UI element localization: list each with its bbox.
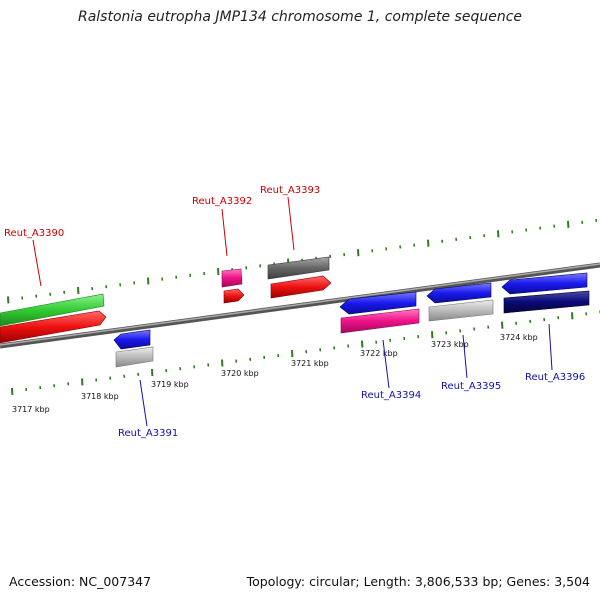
- gene-reut-a3393[interactable]: Reut_A3393: [260, 185, 332, 299]
- genome-summary-text: Topology: circular; Length: 3,806,533 bp…: [246, 574, 590, 589]
- cds-arrow-blue[interactable]: [113, 329, 151, 350]
- label-leader-line: [221, 208, 228, 257]
- tick-row-lower: [11, 310, 600, 395]
- gene-label-reut-a3396[interactable]: Reut_A3396: [525, 372, 585, 383]
- gene-reut-a3391[interactable]: Reut_A3391: [113, 329, 178, 439]
- gene-label-reut-a3393[interactable]: Reut_A3393: [260, 185, 320, 196]
- cds-arrow-blue[interactable]: [426, 282, 492, 304]
- gene-label-reut-a3390[interactable]: Reut_A3390: [4, 228, 64, 239]
- cds-arrow-blue[interactable]: [339, 291, 417, 315]
- gene-reut-a3390[interactable]: Reut_A3390: [0, 228, 107, 344]
- label-leader-line: [287, 196, 295, 251]
- tick-label-3718: 3718 kbp: [81, 392, 119, 401]
- label-leader-line: [382, 339, 390, 389]
- cds-arrow-red[interactable]: [270, 275, 332, 299]
- gene-reut-a3396[interactable]: Reut_A3396: [501, 272, 590, 383]
- cds-arrow-red[interactable]: [223, 288, 245, 304]
- tick-label-3720: 3720 kbp: [221, 369, 259, 378]
- gene-reut-a3395[interactable]: Reut_A3395: [426, 282, 501, 392]
- gene-bar-navy[interactable]: [503, 290, 590, 314]
- tick-label-3717: 3717 kbp: [12, 405, 50, 414]
- gene-bar-gray[interactable]: [267, 256, 330, 280]
- gene-bar-pink[interactable]: [221, 268, 243, 288]
- accession-text: Accession: NC_007347: [9, 574, 152, 589]
- label-leader-line: [32, 239, 42, 287]
- gene-bar-pink[interactable]: [340, 308, 420, 334]
- tick-label-3722: 3722 kbp: [360, 349, 398, 358]
- gene-reut-a3394[interactable]: Reut_A3394: [339, 291, 421, 401]
- gene-reut-a3392[interactable]: Reut_A3392: [192, 196, 252, 304]
- chromosome-backbone: [0, 262, 600, 349]
- tick-label-3721: 3721 kbp: [291, 359, 329, 368]
- gene-bar-lightgray[interactable]: [115, 346, 154, 368]
- label-leader-line: [462, 334, 468, 379]
- tick-label-3723: 3723 kbp: [431, 340, 469, 349]
- gene-bar-lightgray[interactable]: [428, 299, 494, 322]
- cds-arrow-red[interactable]: [0, 310, 107, 344]
- gene-label-reut-a3391[interactable]: Reut_A3391: [118, 428, 178, 439]
- tick-label-3719: 3719 kbp: [151, 380, 189, 389]
- gene-bar-green[interactable]: [0, 293, 105, 327]
- gene-label-reut-a3395[interactable]: Reut_A3395: [441, 381, 501, 392]
- gene-label-reut-a3394[interactable]: Reut_A3394: [361, 390, 421, 401]
- map-title: Ralstonia eutropha JMP134 chromosome 1, …: [77, 9, 522, 25]
- gene-label-reut-a3392[interactable]: Reut_A3392: [192, 196, 252, 207]
- cds-arrow-blue[interactable]: [501, 272, 588, 295]
- axis-labels: 3717 kbp 3718 kbp 3719 kbp 3720 kbp 3721…: [12, 333, 538, 414]
- label-leader-line: [548, 323, 553, 371]
- tick-label-3724: 3724 kbp: [500, 333, 538, 342]
- label-leader-line: [139, 379, 148, 427]
